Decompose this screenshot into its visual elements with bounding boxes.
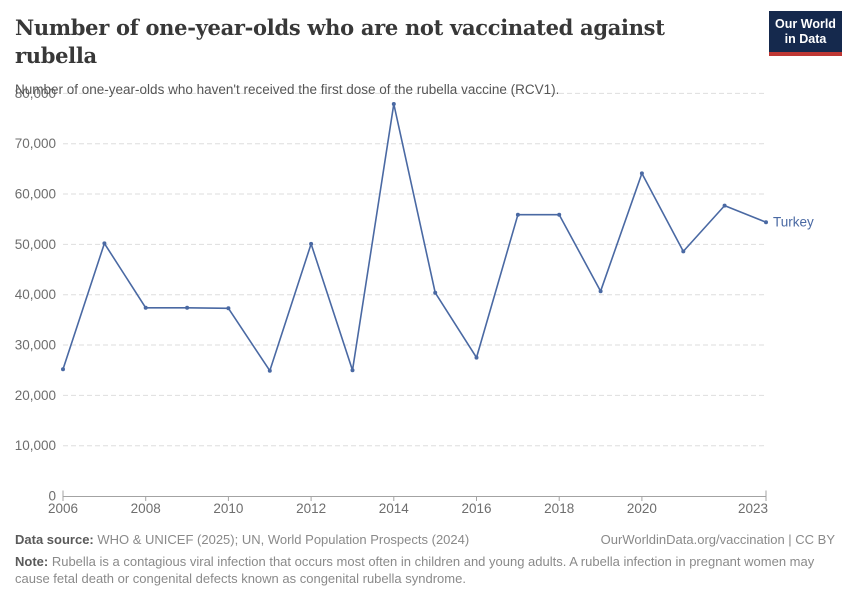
owid-logo-line2: in Data [784, 32, 827, 46]
series-line-turkey[interactable] [62, 103, 767, 372]
x-axis-label: 2012 [296, 501, 326, 516]
data-point[interactable] [433, 290, 438, 295]
data-point[interactable] [350, 368, 355, 373]
x-axis-label: 2020 [627, 501, 657, 516]
license-link[interactable]: OurWorldinData.org/vaccination | CC BY [600, 532, 835, 547]
data-point[interactable] [226, 306, 231, 311]
data-point[interactable] [309, 241, 314, 246]
note-text: Note: Rubella is a contagious viral infe… [15, 554, 815, 586]
data-point[interactable] [557, 212, 562, 217]
x-axis-label: 2018 [544, 501, 574, 516]
y-axis-label: 60,000 [15, 187, 56, 202]
x-axis-label: 2016 [461, 501, 491, 516]
data-point[interactable] [639, 171, 644, 176]
data-point[interactable] [267, 368, 272, 373]
data-point[interactable] [391, 102, 396, 106]
data-point[interactable] [515, 212, 520, 217]
x-axis-label: 2023 [738, 501, 768, 516]
y-axis-label: 0 [48, 489, 56, 504]
data-point[interactable] [722, 203, 727, 208]
y-axis-label: 30,000 [15, 338, 56, 353]
chart-header: Number of one-year-olds who are not vacc… [15, 14, 750, 98]
data-point[interactable] [474, 355, 479, 360]
note-label: Note: [15, 554, 49, 569]
data-point[interactable] [61, 367, 65, 372]
owid-logo: Our World in Data [769, 11, 842, 56]
data-point[interactable] [102, 241, 107, 246]
x-axis-label: 2010 [213, 501, 243, 516]
x-axis-line [62, 490, 767, 497]
data-point[interactable] [764, 220, 768, 225]
data-point[interactable] [185, 305, 190, 310]
x-axis-label: 2008 [131, 501, 161, 516]
x-axis-label: 2014 [379, 501, 410, 516]
data-point[interactable] [598, 289, 603, 294]
x-axis-label: 2006 [48, 501, 78, 516]
page-title: Number of one-year-olds who are not vacc… [15, 15, 665, 68]
data-source-text: Data source: WHO & UNICEF (2025); UN, Wo… [15, 532, 470, 547]
page-subtitle: Number of one-year-olds who haven't rece… [15, 82, 560, 97]
y-axis-label: 50,000 [15, 237, 56, 252]
y-axis-label: 20,000 [15, 388, 56, 403]
data-point[interactable] [143, 305, 148, 310]
owid-logo-line1: Our World [775, 17, 836, 31]
y-axis-label: 10,000 [15, 438, 56, 453]
y-axis-label: 40,000 [15, 287, 56, 302]
data-source-label: Data source: [15, 532, 94, 547]
y-axis-label: 70,000 [15, 136, 56, 151]
entity-label-turkey[interactable]: Turkey [773, 215, 814, 230]
y-axis-label: 80,000 [15, 86, 56, 101]
chart-footer: Data source: WHO & UNICEF (2025); UN, Wo… [15, 531, 835, 587]
data-point[interactable] [681, 249, 686, 254]
